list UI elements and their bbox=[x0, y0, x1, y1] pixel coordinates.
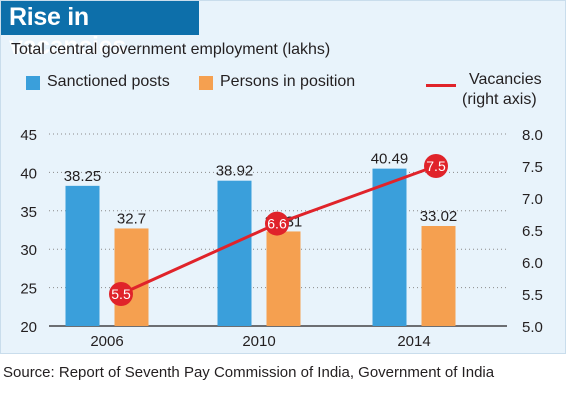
point-vacancies bbox=[109, 282, 133, 306]
title-bar: Rise in vacancies bbox=[1, 1, 199, 60]
bar-in-position bbox=[266, 231, 301, 326]
y-tick-left: 40 bbox=[20, 165, 37, 182]
bar-label-in-position: 33.02 bbox=[420, 208, 458, 225]
y-tick-left: 25 bbox=[20, 281, 37, 298]
bar-label-sanctioned: 38.92 bbox=[216, 163, 254, 180]
x-tick-label: 2010 bbox=[242, 333, 275, 350]
y-tick-left: 30 bbox=[20, 242, 37, 259]
y-tick-right: 5.5 bbox=[522, 287, 543, 304]
y-tick-left: 35 bbox=[20, 204, 37, 221]
bar-sanctioned bbox=[65, 185, 100, 326]
y-tick-right: 8.0 bbox=[522, 127, 543, 144]
y-tick-right: 7.0 bbox=[522, 191, 543, 208]
y-tick-left: 45 bbox=[20, 127, 37, 144]
y-tick-right: 6.0 bbox=[522, 255, 543, 272]
x-tick-label: 2006 bbox=[90, 333, 123, 350]
bar-sanctioned bbox=[217, 180, 252, 326]
point-label-vacancies: 7.5 bbox=[426, 158, 446, 174]
chart-subtitle: Total central government employment (lak… bbox=[11, 41, 331, 58]
chart-plot: 20 25 30 35 40 45 5.0 5.5 6.0 6.5 7.0 7.5 8.0 38.25 32… bbox=[20, 127, 543, 350]
point-vacancies bbox=[424, 154, 448, 178]
legend-label-in-position: Persons in position bbox=[220, 73, 356, 90]
chart-title: Rise in vacancies bbox=[9, 3, 126, 60]
point-label-vacancies: 6.6 bbox=[267, 216, 287, 232]
bar-sanctioned bbox=[372, 168, 407, 326]
y-tick-left: 20 bbox=[20, 319, 37, 336]
bar-in-position bbox=[114, 228, 149, 326]
legend-swatch-sanctioned bbox=[26, 76, 40, 90]
y-tick-right: 6.5 bbox=[522, 223, 543, 240]
bar-label-sanctioned: 40.49 bbox=[371, 151, 409, 168]
point-vacancies bbox=[265, 211, 289, 236]
bar-in-position bbox=[421, 226, 456, 326]
bar-label-sanctioned: 38.25 bbox=[64, 168, 102, 185]
y-tick-right: 5.0 bbox=[522, 319, 543, 336]
legend-line-vacancies bbox=[426, 84, 456, 87]
chart-card: Rise in vacancies Total central governme… bbox=[0, 0, 566, 354]
legend-label-vacancies: Vacancies bbox=[469, 71, 542, 88]
legend-label-sanctioned: Sanctioned posts bbox=[47, 73, 170, 90]
legend-label-right-axis: (right axis) bbox=[462, 91, 537, 108]
source-note: Source: Report of Seventh Pay Commission… bbox=[3, 364, 495, 381]
x-tick-label: 2014 bbox=[397, 333, 430, 350]
point-label-vacancies: 5.5 bbox=[111, 286, 131, 302]
legend-swatch-in-position bbox=[199, 76, 213, 90]
y-tick-right: 7.5 bbox=[522, 159, 543, 176]
bar-label-in-position: 32.7 bbox=[117, 210, 146, 227]
